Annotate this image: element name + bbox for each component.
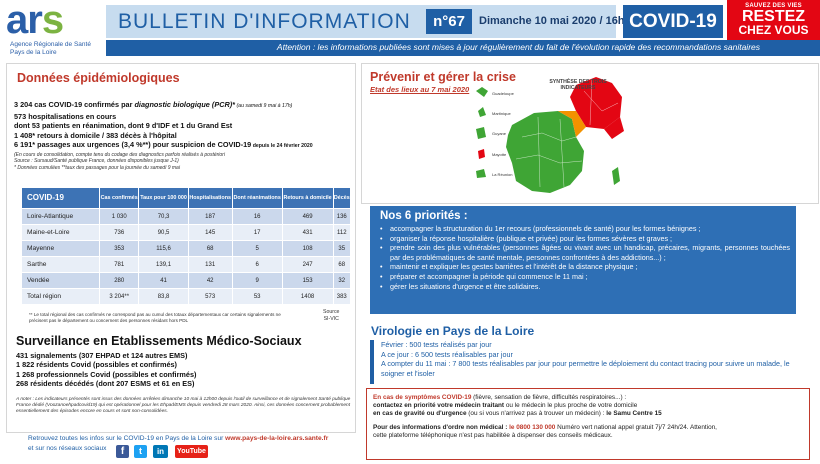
- bulletin-date: Dimanche 10 mai 2020 / 16h: [479, 15, 625, 27]
- epidemio-note: (En cours de consolidation, compte tenu …: [14, 151, 225, 158]
- map-title: SYNTHÈSE DES TROIS INDICATEURS: [549, 79, 607, 92]
- priorities-panel: Nos 6 priorités : accompagner la structu…: [370, 206, 796, 314]
- territory-label: Mayotte: [492, 152, 507, 157]
- priority-item: maintenir et expliquer les gestes barriè…: [378, 262, 790, 272]
- footer-links: Retrouvez toutes les infos sur le COVID-…: [28, 435, 329, 452]
- symptoms-line: En cas de symptômes COVID-19 (fièvre, se…: [373, 394, 627, 401]
- prevention-title: Prévenir et gérer la crise: [370, 70, 516, 84]
- covid-badge: COVID-19: [623, 5, 723, 38]
- france-orange-area: [558, 111, 586, 137]
- priority-item: organiser la réponse hospitalière (publi…: [378, 234, 790, 244]
- mayotte-shape: [478, 149, 485, 159]
- table-row: Loire-Atlantique 1 030 70,3 187 16 469 136: [21, 208, 352, 225]
- status-date-link[interactable]: Etat des lieux au 7 mai 2020: [370, 85, 470, 94]
- table-row: Mayenne 353 115,6 68 5 108 35: [21, 240, 352, 257]
- guyane-shape: [476, 127, 486, 139]
- epidemio-line: 1 408* retours à domicile / 383 décès à …: [14, 130, 177, 140]
- twitter-icon[interactable]: t: [134, 445, 147, 458]
- territory-label: Martinique: [492, 111, 511, 116]
- bulletin-title: BULLETIN D'INFORMATION: [118, 10, 411, 33]
- table-header: Taux pour 100 000: [138, 187, 189, 209]
- virology-line: A ce jour : 6 500 tests réalisables par …: [381, 349, 513, 359]
- notice-text: Attention : les informations publiées so…: [276, 42, 760, 52]
- epidemio-line: 3 204 cas COVID-19 confirmés par diagnos…: [14, 100, 293, 109]
- virology-accent-bar: [370, 340, 374, 384]
- france-red-area-east: [604, 117, 624, 139]
- table-footnote: ** Le total régional des cas confirmés n…: [29, 312, 281, 323]
- territory-label: La Réunion: [492, 172, 512, 177]
- france-indicator-map: Guadeloupe Martinique Guyane Mayotte La …: [476, 77, 624, 193]
- hotline-line: Pour des informations d'ordre non médica…: [373, 423, 717, 431]
- table-total-row: Total région 3 204** 83,8 573 53 1408 383: [21, 288, 352, 305]
- epidemio-line: dont 53 patients en réanimation, dont 9 …: [14, 121, 233, 131]
- epidemio-line: 573 hospitalisations en cours: [14, 111, 117, 121]
- hotline-number[interactable]: le 0800 130 000: [509, 423, 556, 431]
- left-panel: Données épidémiologiques 3 204 cas COVID…: [6, 63, 356, 433]
- priorities-title: Nos 6 priorités :: [380, 210, 468, 222]
- priority-item: préparer et accompagner la période qui c…: [378, 272, 790, 282]
- martinique-shape: [478, 107, 486, 117]
- doctor-line: contactez en priorité votre médecin trai…: [373, 402, 638, 410]
- virology-title: Virologie en Pays de la Loire: [371, 324, 535, 338]
- priority-item: prendre soin des plus vulnérables (perso…: [378, 243, 790, 262]
- surveillance-title: Surveillance en Etablissements Médico-So…: [16, 334, 302, 348]
- notice-band: Attention : les informations publiées so…: [106, 40, 820, 56]
- virology-line: Février : 500 tests réalisés par jour: [381, 340, 492, 349]
- territory-label: Guadeloupe: [492, 91, 515, 96]
- virology-line: A compter du 11 mai : 7 800 tests réalis…: [381, 359, 790, 378]
- table-row: Vendée 280 41 42 9 153 32: [21, 272, 352, 289]
- table-header: Hospitalisations: [187, 187, 233, 209]
- france-red-area: [570, 77, 622, 129]
- stay-home-banner: SAUVEZ DES VIES RESTEZ CHEZ VOUS: [727, 0, 820, 43]
- epidemio-line: 6 191* passages aux urgences (3,4 %**) p…: [14, 140, 313, 150]
- surveillance-note: A noter : Les indicateurs présentés sont…: [16, 397, 351, 415]
- france-green-area: [506, 111, 584, 193]
- table-row: Maine-et-Loire 736 90,5 145 17 431 112: [21, 224, 352, 241]
- epidemio-title: Données épidémiologiques: [17, 71, 180, 85]
- table-header-row: COVID-19 Cas confirmés Taux pour 100 000…: [21, 187, 352, 209]
- linkedin-icon[interactable]: in: [153, 445, 168, 458]
- table-source: Source SI-VIC: [323, 309, 340, 322]
- facebook-icon[interactable]: f: [116, 445, 129, 458]
- surveillance-figures: 431 signalements (307 EHPAD et 124 autre…: [16, 351, 196, 389]
- priorities-list: accompagner la structuration du 1er reco…: [378, 224, 790, 291]
- table-header: Retours à domicile: [281, 187, 334, 209]
- hotline-disclaimer: cette plateforme téléphonique n'est pas …: [373, 431, 613, 439]
- table-header: Dont réanimations: [231, 187, 283, 209]
- epidemio-figures: 3 204 cas COVID-19 confirmés par diagnos…: [14, 100, 354, 171]
- virology-figures: Février : 500 tests réalisés par jour A …: [381, 340, 801, 378]
- territory-label: Guyane: [492, 131, 507, 136]
- ars-logo: ars Agence Régionale de Santé Pays de la…: [4, 0, 104, 58]
- priority-item: accompagner la structuration du 1er reco…: [378, 224, 790, 234]
- priority-item: gérer les situations d'urgence et être s…: [378, 282, 790, 292]
- symptoms-contact-box: En cas de symptômes COVID-19 (fièvre, se…: [366, 388, 810, 460]
- table-header: COVID-19: [21, 187, 100, 209]
- epidemio-note: * Données cumulées **taux des passages p…: [14, 164, 180, 171]
- website-link[interactable]: www.pays-de-la-loire.ars.sante.fr: [225, 435, 329, 442]
- surveillance-line: 1 822 résidents Covid (possibles et conf…: [16, 360, 177, 370]
- youtube-icon[interactable]: YouTube: [175, 445, 208, 458]
- logo-wordmark: ars: [6, 0, 64, 42]
- emergency-line: en cas de gravité ou d'urgence (ou si vo…: [373, 410, 662, 418]
- surveillance-line: 268 résidents décédés (dont 207 ESMS et …: [16, 379, 195, 389]
- logo-subtitle: Agence Régionale de Santé Pays de la Loi…: [10, 41, 91, 56]
- header-band: BULLETIN D'INFORMATION n°67 Dimanche 10 …: [106, 5, 625, 38]
- guadeloupe-shape: [476, 87, 488, 97]
- corsica-shape: [612, 167, 620, 185]
- surveillance-line: 431 signalements (307 EHPAD et 124 autre…: [16, 351, 188, 360]
- surveillance-line: 1 268 professionnels Covid (possibles et…: [16, 369, 197, 379]
- bulletin-number: n°67: [426, 9, 472, 34]
- epidemio-note: Source : Sursaud/Santé publique France, …: [14, 158, 179, 165]
- table-header: Décès: [332, 187, 352, 209]
- table-header: Cas confirmés: [98, 187, 140, 209]
- prevention-panel: Prévenir et gérer la crise Etat des lieu…: [361, 63, 819, 204]
- department-table: COVID-19 Cas confirmés Taux pour 100 000…: [21, 187, 352, 305]
- reunion-shape: [476, 169, 486, 178]
- table-row: Sarthe 781 139,1 131 6 247 68: [21, 256, 352, 273]
